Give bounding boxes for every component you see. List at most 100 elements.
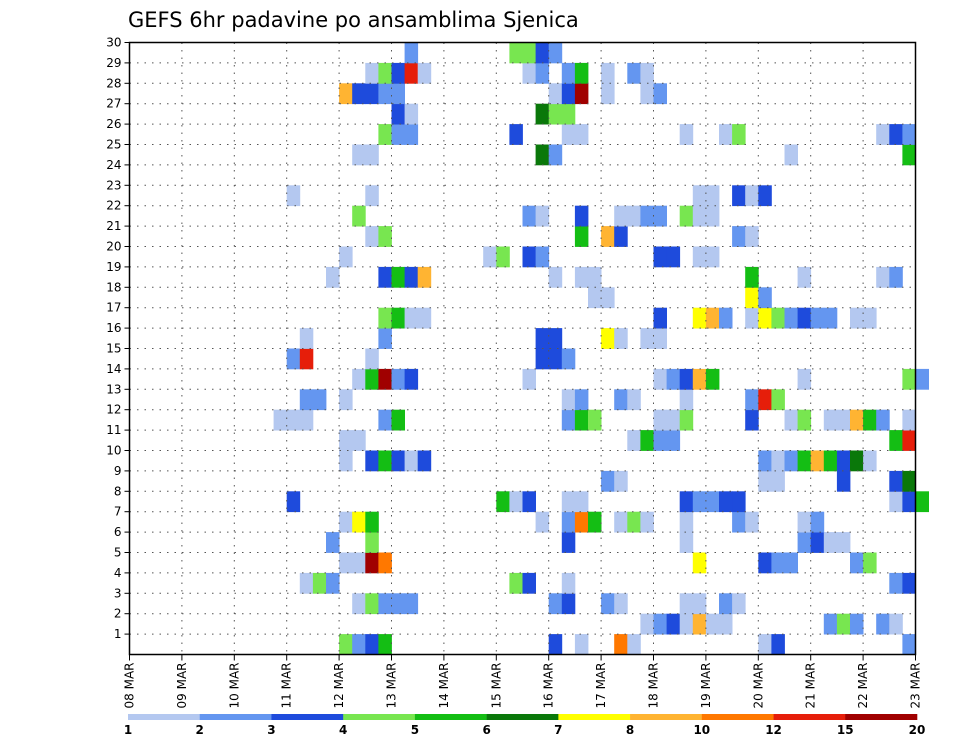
precip-cell-m16 xyxy=(548,328,563,349)
precip-cell-m12 xyxy=(561,409,576,431)
heatmap-cells xyxy=(273,42,929,655)
colorbar-swatch xyxy=(558,714,631,720)
precip-cell-m23 xyxy=(732,185,746,207)
precip-cell-m13 xyxy=(614,389,628,411)
precip-cell-m10 xyxy=(810,450,825,472)
precip-cell-m3 xyxy=(692,593,707,615)
y-tick-label: 25 xyxy=(106,138,121,152)
precip-cell-m8 xyxy=(286,491,301,513)
precip-cell-m26 xyxy=(574,124,589,145)
precip-cell-m11 xyxy=(627,430,641,451)
x-tick-label: 22 MAR xyxy=(856,663,870,709)
precip-cell-m30 xyxy=(509,42,523,64)
precip-cell-m18 xyxy=(745,287,759,309)
precip-cell-m20 xyxy=(535,246,550,268)
precip-cell-m6 xyxy=(365,532,379,553)
x-tick-label: 16 MAR xyxy=(542,663,556,709)
precip-cell-m14 xyxy=(915,368,929,390)
precip-cell-m9 xyxy=(771,470,785,492)
precip-cell-m26 xyxy=(509,124,523,145)
precip-cell-m28 xyxy=(365,83,379,105)
precip-cell-m30 xyxy=(535,42,550,64)
x-tick-label: 14 MAR xyxy=(437,663,451,709)
precip-cell-m3 xyxy=(561,593,576,615)
precip-cell-m28 xyxy=(339,83,353,105)
precip-cell-m12 xyxy=(666,409,681,431)
precip-cell-m27 xyxy=(548,103,563,125)
precip-cell-m13 xyxy=(339,389,353,411)
colorbar-swatch xyxy=(414,714,487,720)
y-tick-label: 24 xyxy=(106,158,121,172)
x-tick-label: 11 MAR xyxy=(280,663,294,709)
precip-cell-m1 xyxy=(548,634,563,655)
precip-cell-m13 xyxy=(312,389,327,411)
precip-cell-m14 xyxy=(522,368,536,390)
precip-cell-m17 xyxy=(784,307,798,329)
precip-cell-m7 xyxy=(797,511,812,533)
precip-cell-m8 xyxy=(509,491,523,513)
precip-cell-m22 xyxy=(535,205,550,227)
precip-cell-m26 xyxy=(561,124,576,145)
precip-cell-m22 xyxy=(653,205,667,227)
precip-cell-m7 xyxy=(614,511,628,533)
y-tick-label: 13 xyxy=(106,382,121,396)
precip-cell-m17 xyxy=(823,307,838,329)
y-tick-label: 8 xyxy=(114,484,122,498)
precip-cell-m11 xyxy=(666,430,681,451)
precip-cell-m17 xyxy=(391,307,405,329)
precip-cell-m7 xyxy=(561,511,576,533)
precip-cell-m18 xyxy=(758,287,772,309)
precip-cell-m27 xyxy=(535,103,550,125)
precip-cell-m29 xyxy=(640,62,654,84)
precip-cell-m10 xyxy=(823,450,838,472)
precip-cell-m5 xyxy=(352,552,366,574)
precip-cell-m20 xyxy=(666,246,681,268)
precip-cell-m14 xyxy=(902,368,916,390)
precip-cell-m9 xyxy=(614,470,628,492)
precip-cell-m30 xyxy=(404,42,419,64)
precip-cell-m22 xyxy=(614,205,628,227)
precip-cell-m7 xyxy=(627,511,641,533)
precip-cell-m10 xyxy=(417,450,432,472)
precip-cell-m27 xyxy=(391,103,405,125)
precip-cell-m1 xyxy=(758,634,772,655)
precip-cell-m25 xyxy=(548,144,563,166)
colorbar-swatch xyxy=(271,714,344,720)
precip-cell-m11 xyxy=(889,430,903,451)
precip-cell-m2 xyxy=(679,613,694,635)
precip-cell-m3 xyxy=(732,593,746,615)
precip-cell-m12 xyxy=(286,409,301,431)
precip-cell-m21 xyxy=(732,226,746,247)
precip-cell-m26 xyxy=(391,124,405,145)
x-tick-label: 12 MAR xyxy=(332,663,346,709)
y-tick-label: 26 xyxy=(106,117,121,131)
precip-cell-m19 xyxy=(574,266,589,288)
precip-cell-m28 xyxy=(391,83,405,105)
precip-cell-m21 xyxy=(365,226,379,247)
precip-cell-m10 xyxy=(378,450,392,472)
precip-cell-m9 xyxy=(889,470,903,492)
precip-cell-m19 xyxy=(889,266,903,288)
precip-cell-m7 xyxy=(588,511,602,533)
y-tick-label: 28 xyxy=(106,76,121,90)
precip-cell-m29 xyxy=(522,62,536,84)
precip-cell-m22 xyxy=(679,205,694,227)
precip-cell-m19 xyxy=(404,266,419,288)
precip-cell-m11 xyxy=(339,430,353,451)
precip-cell-m29 xyxy=(601,62,615,84)
precip-cell-m12 xyxy=(273,409,288,431)
precip-cell-m23 xyxy=(745,185,759,207)
precip-cell-m28 xyxy=(640,83,654,105)
precip-cell-m17 xyxy=(719,307,733,329)
precip-cell-m8 xyxy=(496,491,510,513)
precip-cell-m14 xyxy=(404,368,419,390)
precip-cell-m28 xyxy=(548,83,563,105)
y-tick-label: 9 xyxy=(114,464,122,478)
x-tick-label: 13 MAR xyxy=(385,663,399,709)
precip-cell-m15 xyxy=(365,348,379,370)
y-tick-label: 12 xyxy=(106,403,121,417)
precip-cell-m14 xyxy=(378,368,392,390)
precip-cell-m2 xyxy=(850,613,864,635)
precip-cell-m7 xyxy=(732,511,746,533)
